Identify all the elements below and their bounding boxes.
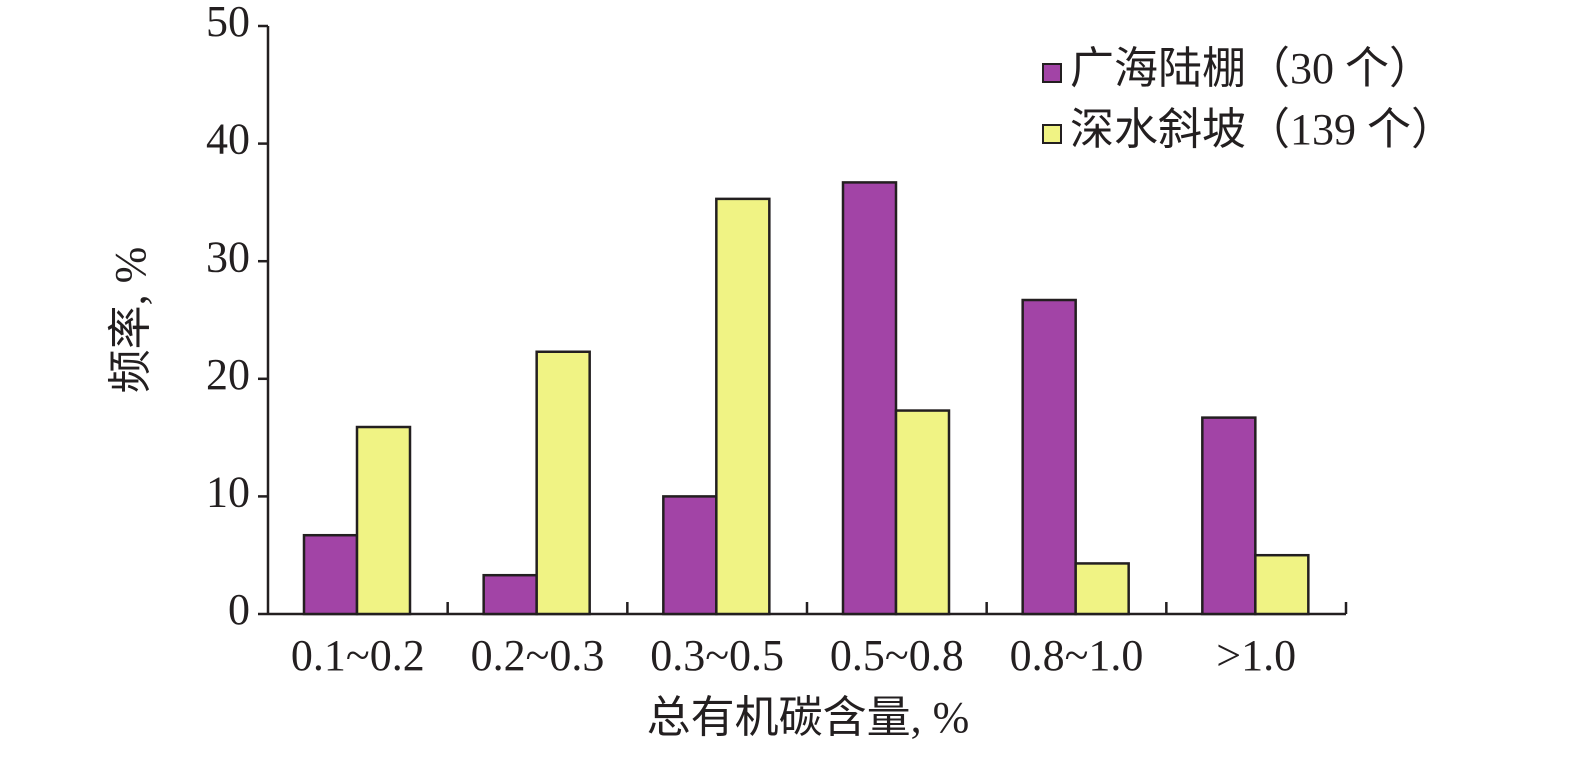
bar — [894, 409, 951, 616]
legend-label: 广海陆棚（30 个） — [1070, 44, 1433, 93]
bar — [535, 350, 591, 616]
x-tick-label: 0.3~0.5 — [650, 631, 784, 680]
x-tick-label: >1.0 — [1216, 631, 1296, 680]
bar — [302, 533, 359, 616]
x-tick-label: 0.8~1.0 — [1010, 631, 1144, 680]
y-axis-label: 频率, % — [106, 247, 155, 394]
x-axis-label: 总有机碳含量, % — [647, 693, 970, 742]
y-tick-label: 20 — [206, 350, 250, 399]
bar — [1254, 553, 1310, 616]
x-tick-label: 0.5~0.8 — [830, 631, 964, 680]
y-tick-label: 40 — [206, 115, 250, 164]
bar — [1201, 416, 1257, 616]
bar — [1021, 298, 1077, 616]
bar — [715, 197, 771, 616]
bar — [1074, 562, 1130, 616]
bar — [355, 425, 412, 616]
legend-swatch — [1042, 124, 1062, 144]
x-tick-label: 0.1~0.2 — [291, 631, 425, 680]
bar — [841, 181, 898, 616]
y-tick-label: 30 — [206, 232, 250, 281]
x-tick-label: 0.2~0.3 — [471, 631, 605, 680]
legend-swatch — [1042, 63, 1062, 83]
y-tick-label: 50 — [206, 0, 250, 46]
bar — [662, 495, 718, 616]
y-tick-label: 10 — [206, 467, 250, 516]
legend-label: 深水斜坡（139 个） — [1070, 105, 1455, 154]
y-tick-label: 0 — [228, 585, 250, 634]
bar — [482, 573, 538, 616]
